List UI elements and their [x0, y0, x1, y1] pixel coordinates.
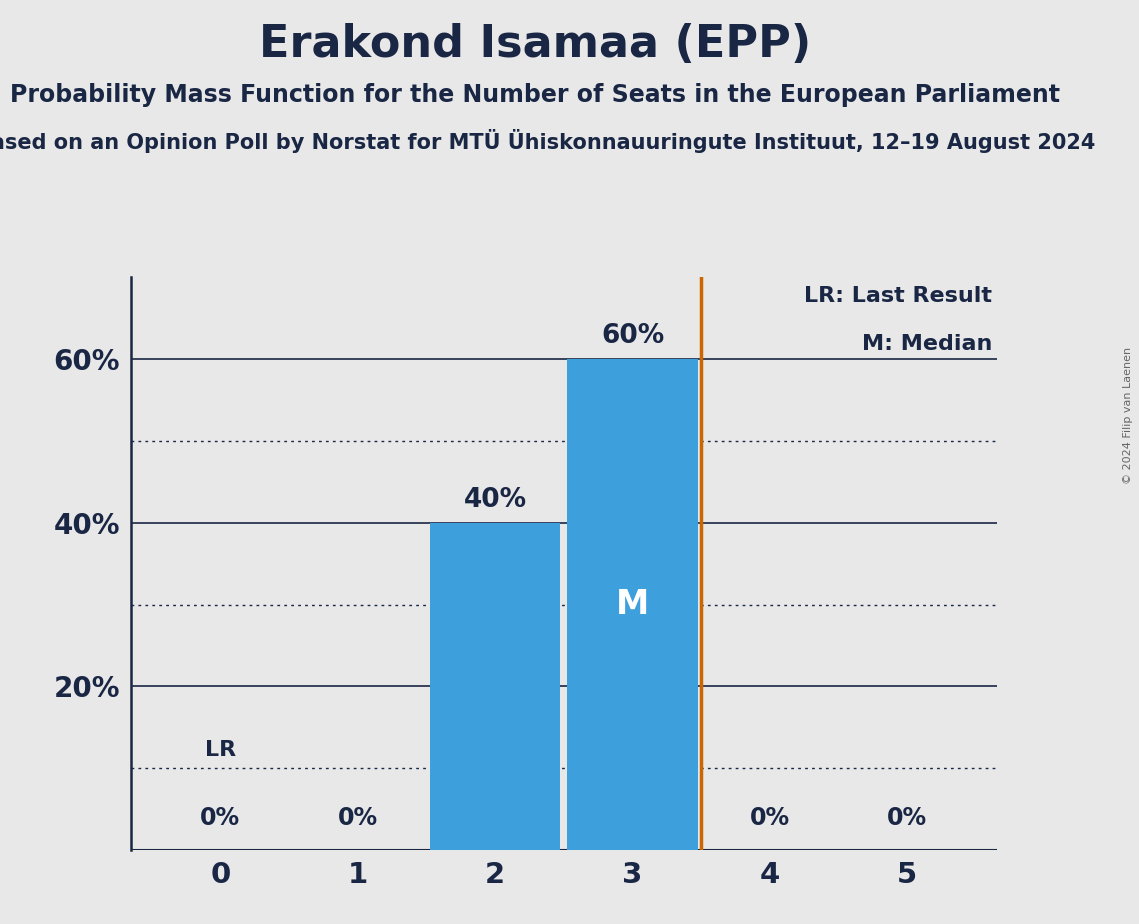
Text: © 2024 Filip van Laenen: © 2024 Filip van Laenen	[1123, 347, 1133, 484]
Bar	[567, 359, 698, 850]
Text: M: M	[616, 588, 649, 621]
Text: M: Median: M: Median	[862, 334, 992, 355]
Text: 0%: 0%	[337, 806, 378, 830]
Text: 60%: 60%	[601, 323, 664, 349]
Text: LR: LR	[205, 740, 236, 760]
Text: 0%: 0%	[200, 806, 240, 830]
Text: 0%: 0%	[749, 806, 790, 830]
Text: Based on an Opinion Poll by Norstat for MTÜ Ühiskonnauuringute Instituut, 12–19 : Based on an Opinion Poll by Norstat for …	[0, 129, 1096, 153]
Text: Probability Mass Function for the Number of Seats in the European Parliament: Probability Mass Function for the Number…	[10, 83, 1060, 107]
Bar	[429, 523, 560, 850]
Text: 0%: 0%	[887, 806, 927, 830]
Text: LR: Last Result: LR: Last Result	[804, 286, 992, 306]
Text: Erakond Isamaa (EPP): Erakond Isamaa (EPP)	[260, 23, 811, 67]
Text: 40%: 40%	[464, 487, 526, 513]
